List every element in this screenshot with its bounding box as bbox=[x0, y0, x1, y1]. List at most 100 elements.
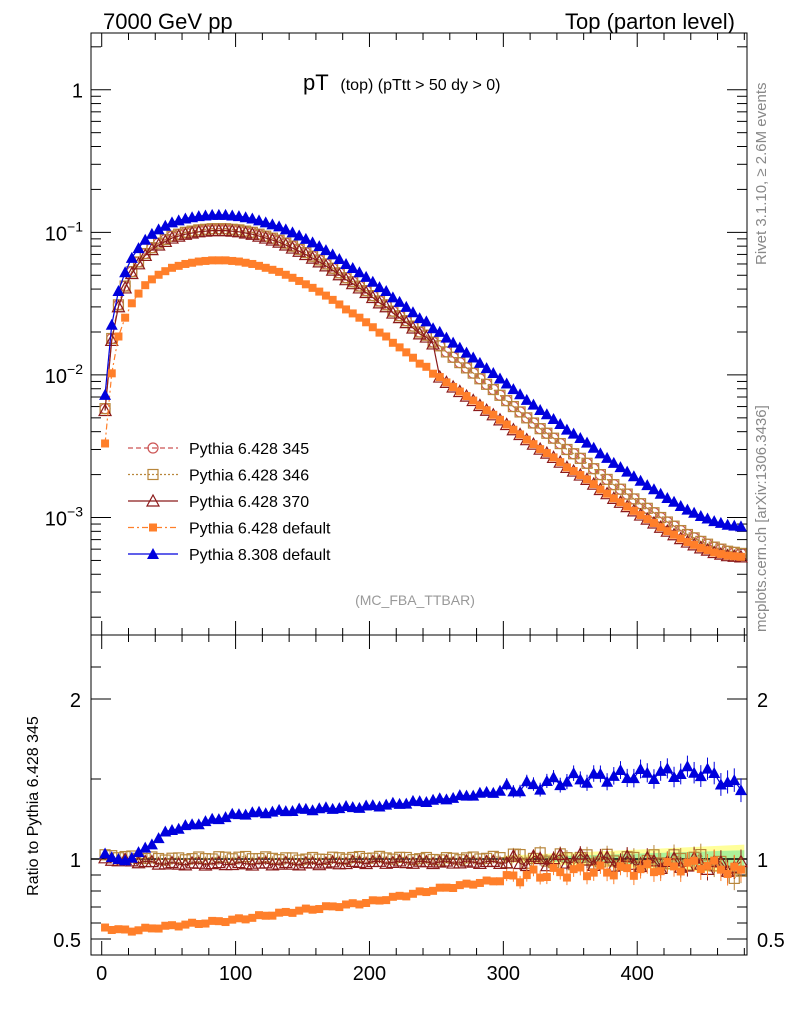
ratio-point bbox=[520, 775, 533, 787]
main-point bbox=[360, 270, 373, 282]
main-point bbox=[299, 232, 312, 244]
legend-item-0: Pythia 6.428 345 bbox=[128, 441, 309, 458]
ratio-point bbox=[475, 878, 484, 887]
main-point bbox=[447, 336, 460, 348]
legend-item-4: Pythia 8.308 default bbox=[128, 547, 331, 564]
main-point bbox=[392, 310, 407, 324]
ratio-point bbox=[499, 855, 514, 869]
main-point bbox=[420, 315, 433, 327]
ratio-point bbox=[542, 873, 551, 882]
main-point bbox=[442, 378, 451, 387]
ratio-point bbox=[627, 772, 640, 784]
main-point bbox=[281, 270, 290, 279]
ratio-point bbox=[583, 872, 592, 881]
ratio-point bbox=[560, 775, 573, 787]
main-point bbox=[208, 256, 217, 265]
main-point bbox=[701, 512, 714, 524]
ratio-point bbox=[319, 801, 332, 813]
ratio-point bbox=[708, 767, 721, 779]
main-ytick-label: 1 bbox=[72, 81, 83, 103]
main-point bbox=[388, 338, 397, 347]
analysis-label: (MC_FBA_TTBAR) bbox=[355, 592, 475, 608]
ratio-point bbox=[688, 766, 701, 778]
ratio-point bbox=[191, 855, 206, 869]
main-point bbox=[556, 458, 565, 467]
main-point bbox=[313, 240, 326, 252]
main-point bbox=[319, 244, 332, 256]
ratio-point bbox=[562, 873, 571, 882]
main-point bbox=[501, 395, 513, 407]
main-point bbox=[412, 326, 427, 340]
main-ytick-label: 10−1 bbox=[45, 218, 83, 245]
legend-label: Pythia 8.308 default bbox=[189, 547, 331, 564]
main-point bbox=[676, 534, 685, 543]
main-series-3 bbox=[101, 256, 745, 561]
main-point bbox=[395, 343, 404, 352]
ratio-point bbox=[240, 850, 252, 863]
legend-item-1: Pythia 6.428 346 bbox=[128, 468, 309, 485]
main-point bbox=[736, 552, 745, 561]
main-point bbox=[272, 234, 287, 248]
main-point bbox=[623, 502, 632, 511]
main-point bbox=[261, 263, 270, 272]
legend-label: Pythia 6.428 370 bbox=[189, 494, 309, 511]
main-point bbox=[285, 240, 300, 254]
ratio-point bbox=[634, 762, 647, 774]
ratio-point bbox=[567, 767, 580, 779]
ratio-point bbox=[701, 762, 714, 774]
main-point bbox=[362, 318, 371, 327]
main-point bbox=[649, 519, 658, 528]
ratio-point bbox=[676, 867, 685, 876]
main-point bbox=[205, 223, 220, 237]
ratio-point bbox=[435, 883, 444, 892]
main-point bbox=[266, 218, 279, 230]
main-point bbox=[141, 281, 150, 290]
ratio-point bbox=[656, 867, 665, 876]
main-point bbox=[218, 223, 233, 237]
ratio-point bbox=[402, 892, 411, 901]
main-point bbox=[683, 538, 692, 547]
main-point bbox=[495, 415, 504, 424]
main-point bbox=[318, 258, 333, 272]
main-point bbox=[694, 509, 707, 521]
ratio-point bbox=[569, 865, 578, 874]
main-point bbox=[688, 506, 701, 518]
main-point bbox=[121, 313, 130, 322]
main-point bbox=[460, 346, 473, 358]
main-point bbox=[308, 283, 317, 292]
main-series-line bbox=[104, 259, 742, 558]
main-point bbox=[118, 280, 133, 294]
ratio-point bbox=[514, 785, 527, 797]
main-point bbox=[114, 332, 123, 341]
main-point bbox=[286, 226, 299, 238]
ratio-point bbox=[315, 905, 324, 914]
ratio-point bbox=[219, 811, 232, 823]
ratio-point bbox=[152, 832, 165, 844]
ratio-point bbox=[194, 919, 203, 928]
main-point bbox=[636, 511, 645, 520]
main-point bbox=[487, 367, 500, 379]
main-point bbox=[554, 437, 566, 450]
main-point bbox=[453, 341, 466, 353]
main-point bbox=[603, 489, 612, 498]
ratio-point bbox=[553, 847, 568, 861]
ratio-point bbox=[580, 852, 595, 866]
main-point bbox=[258, 230, 273, 244]
ratio-point bbox=[345, 854, 360, 867]
ratio-point bbox=[101, 923, 110, 932]
main-point bbox=[127, 299, 136, 308]
ratio-point bbox=[596, 861, 605, 870]
ratio-point bbox=[728, 774, 741, 786]
ratio-point bbox=[609, 871, 618, 880]
ratio-ytick-label-right: 1 bbox=[757, 850, 768, 872]
main-point bbox=[561, 443, 573, 456]
main-point bbox=[312, 254, 327, 268]
ratio-point bbox=[181, 920, 190, 929]
main-point bbox=[449, 382, 458, 391]
ratio-point bbox=[703, 861, 712, 870]
ratio-point bbox=[495, 877, 504, 886]
main-point bbox=[413, 312, 426, 324]
ratio-point bbox=[589, 868, 598, 877]
ratio-point bbox=[255, 911, 264, 920]
main-point bbox=[527, 417, 540, 429]
